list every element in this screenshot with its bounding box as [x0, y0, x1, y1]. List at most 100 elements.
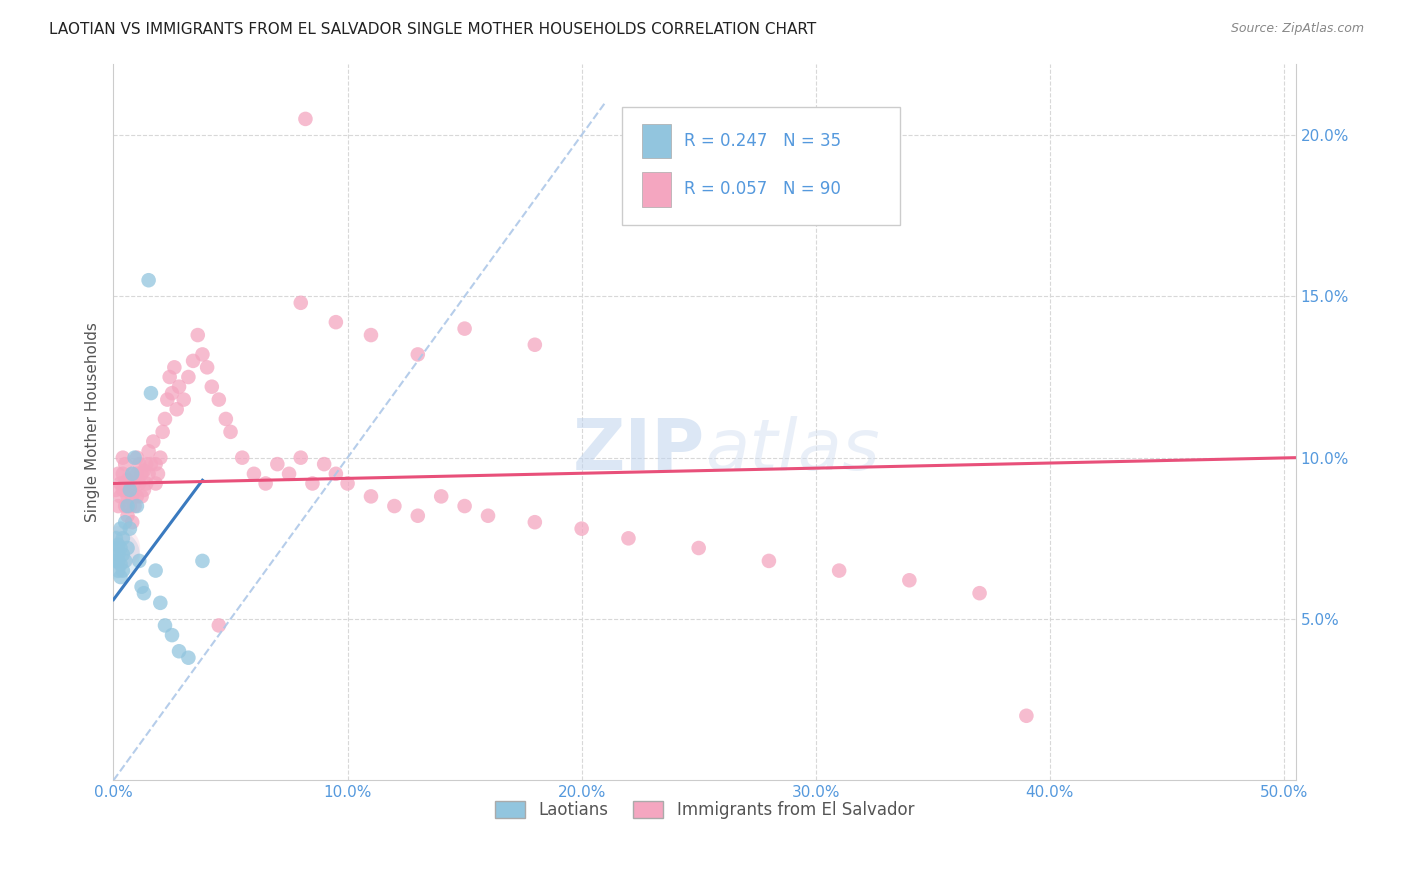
Point	[124, 499, 146, 513]
Point	[117, 473, 139, 487]
Point	[145, 457, 167, 471]
Point	[125, 450, 148, 465]
Point	[208, 618, 231, 632]
Point	[453, 499, 475, 513]
Text: atlas: atlas	[704, 417, 879, 485]
Point	[139, 457, 162, 471]
Point	[111, 532, 134, 546]
Point	[149, 450, 172, 465]
Point	[290, 295, 312, 310]
Point	[118, 483, 141, 497]
Point	[110, 541, 132, 555]
Point	[406, 347, 429, 361]
Point	[571, 522, 593, 536]
Point	[453, 321, 475, 335]
Point	[181, 354, 204, 368]
Point	[360, 328, 382, 343]
Point	[107, 541, 129, 555]
Point	[124, 476, 146, 491]
Point	[114, 457, 136, 471]
Point	[231, 450, 253, 465]
Point	[121, 467, 143, 481]
Point	[104, 532, 127, 546]
FancyBboxPatch shape	[643, 123, 672, 158]
Point	[173, 392, 195, 407]
Point	[360, 489, 382, 503]
Point	[149, 596, 172, 610]
Point	[828, 564, 851, 578]
Point	[131, 467, 153, 481]
Point	[146, 467, 169, 481]
Point	[254, 476, 277, 491]
Point	[325, 467, 347, 481]
Point	[104, 548, 127, 562]
Point	[163, 360, 186, 375]
Point	[114, 476, 136, 491]
Point	[125, 467, 148, 481]
Point	[1015, 708, 1038, 723]
Point	[166, 402, 188, 417]
Point	[107, 564, 129, 578]
Point	[523, 337, 546, 351]
Point	[128, 476, 150, 491]
Point	[117, 541, 139, 555]
Point	[138, 273, 160, 287]
Point	[118, 499, 141, 513]
Point	[139, 386, 162, 401]
Point	[124, 450, 146, 465]
Point	[107, 538, 129, 552]
Point	[117, 499, 139, 513]
Point	[114, 499, 136, 513]
Point	[191, 554, 214, 568]
Point	[104, 483, 127, 497]
Point	[135, 476, 157, 491]
Point	[110, 557, 132, 571]
Point	[121, 515, 143, 529]
Point	[160, 628, 183, 642]
Point	[153, 412, 176, 426]
Point	[111, 564, 134, 578]
Point	[118, 476, 141, 491]
Point	[110, 489, 132, 503]
Point	[406, 508, 429, 523]
Point	[187, 328, 209, 343]
Point	[131, 580, 153, 594]
Point	[110, 476, 132, 491]
FancyBboxPatch shape	[643, 172, 672, 207]
Text: R = 0.057   N = 90: R = 0.057 N = 90	[685, 180, 841, 198]
Point	[152, 425, 174, 439]
Point	[104, 541, 127, 555]
Point	[294, 112, 316, 126]
Point	[125, 499, 148, 513]
Point	[114, 554, 136, 568]
Point	[215, 412, 238, 426]
Point	[523, 515, 546, 529]
Point	[758, 554, 780, 568]
Point	[135, 457, 157, 471]
Point	[104, 554, 127, 568]
Point	[191, 347, 214, 361]
Point	[177, 650, 200, 665]
Point	[111, 450, 134, 465]
Point	[121, 489, 143, 503]
Point	[145, 476, 167, 491]
Point	[290, 450, 312, 465]
Point	[110, 570, 132, 584]
Point	[107, 467, 129, 481]
Text: R = 0.247   N = 35: R = 0.247 N = 35	[685, 132, 842, 150]
Point	[142, 434, 165, 449]
Point	[195, 360, 218, 375]
Point	[430, 489, 453, 503]
Point	[132, 586, 155, 600]
Point	[111, 548, 134, 562]
Point	[110, 522, 132, 536]
Point	[159, 370, 181, 384]
Point	[325, 315, 347, 329]
Text: Source: ZipAtlas.com: Source: ZipAtlas.com	[1230, 22, 1364, 36]
Text: ZIP: ZIP	[572, 417, 704, 485]
Point	[132, 464, 155, 478]
Point	[145, 564, 167, 578]
Point	[153, 618, 176, 632]
Point	[138, 444, 160, 458]
Point	[167, 644, 190, 658]
